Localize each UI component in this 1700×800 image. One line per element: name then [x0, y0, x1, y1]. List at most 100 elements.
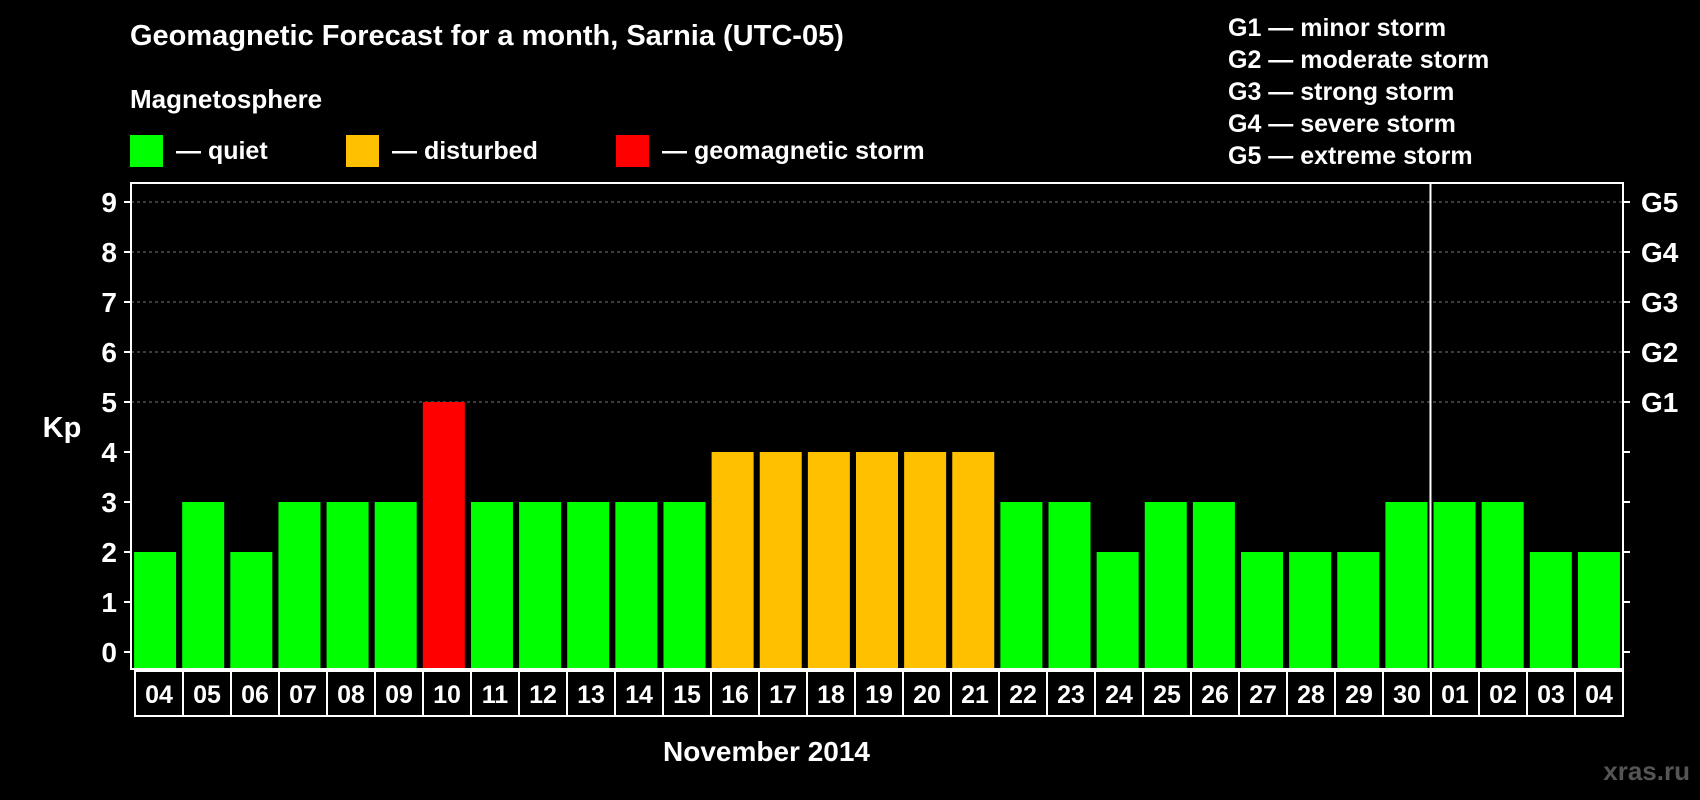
bar	[1481, 502, 1524, 669]
bar	[1529, 552, 1572, 669]
x-tick-label: 07	[289, 681, 317, 709]
legend-swatch-quiet	[130, 135, 163, 167]
storm-scale-g2: G2 — moderate storm	[1228, 46, 1490, 74]
g-scale-label: G5	[1641, 187, 1678, 218]
bar	[759, 452, 802, 669]
y-tick-label: 3	[101, 487, 117, 518]
bar	[1241, 552, 1284, 669]
x-tick-label: 28	[1297, 681, 1325, 709]
x-tick-label: 12	[529, 681, 557, 709]
x-tick-label: 30	[1393, 681, 1421, 709]
storm-scale-g5: G5 — extreme storm	[1228, 142, 1473, 170]
bar	[1577, 552, 1620, 669]
x-tick-label: 20	[913, 681, 941, 709]
bar	[904, 452, 947, 669]
bar	[230, 552, 273, 669]
storm-scale-g4: G4 — severe storm	[1228, 110, 1456, 138]
x-tick-label: 03	[1537, 681, 1565, 709]
g-scale-label: G4	[1641, 237, 1679, 268]
bar	[1096, 552, 1139, 669]
y-tick-label: 6	[101, 337, 117, 368]
x-tick-label: 17	[769, 681, 797, 709]
x-tick-label: 21	[961, 681, 989, 709]
x-axis-label: November 2014	[663, 736, 871, 767]
legend-swatch-storm	[616, 135, 649, 167]
x-tick-label: 23	[1057, 681, 1085, 709]
bar	[134, 552, 177, 669]
bar	[1337, 552, 1380, 669]
bar	[807, 452, 850, 669]
x-tick-label: 26	[1201, 681, 1229, 709]
bar	[615, 502, 658, 669]
x-label-row	[134, 670, 1624, 717]
bar	[1385, 502, 1428, 669]
storm-scale-g3: G3 — strong storm	[1228, 78, 1455, 106]
bar	[1048, 502, 1091, 669]
x-tick-label: 05	[193, 681, 221, 709]
storm-scale-legend: G1 — minor storm G2 — moderate storm G3 …	[1228, 12, 1489, 172]
x-tick-label: 11	[482, 681, 509, 709]
bar	[470, 502, 513, 669]
x-tick-label: 01	[1441, 681, 1469, 709]
x-tick-label: 25	[1153, 681, 1181, 709]
x-tick-label: 15	[673, 681, 701, 709]
x-tick-label: 06	[241, 681, 269, 709]
y-tick-label: 2	[101, 537, 117, 568]
x-tick-label: 08	[337, 681, 365, 709]
x-tick-label: 04	[145, 681, 173, 709]
bar	[856, 452, 898, 669]
y-tick-label: 8	[101, 237, 117, 268]
g-scale-label: G1	[1641, 387, 1678, 418]
g-scale-label: G2	[1641, 337, 1678, 368]
x-tick-label: 10	[433, 681, 461, 709]
bar	[326, 502, 369, 669]
bar	[374, 502, 417, 669]
bar	[1144, 502, 1187, 669]
x-tick-label: 24	[1105, 681, 1133, 709]
bar	[278, 502, 321, 669]
x-tick-label: 09	[385, 681, 413, 709]
y-tick-label: 7	[101, 287, 117, 318]
legend-heading: Magnetosphere	[130, 84, 323, 114]
y-axis-title: Kp	[43, 412, 82, 444]
bar	[711, 452, 754, 669]
legend-item-storm: — geomagnetic storm	[616, 135, 925, 167]
y-tick-label: 4	[101, 437, 117, 468]
x-tick-label: 22	[1009, 681, 1037, 709]
bar	[182, 502, 225, 669]
x-tick-label: 13	[577, 681, 605, 709]
bar	[952, 452, 995, 669]
bar	[663, 502, 706, 669]
bar	[567, 502, 610, 669]
x-tick-label: 16	[721, 681, 749, 709]
legend-item-quiet: — quiet	[130, 135, 268, 167]
y-tick-label: 1	[101, 587, 117, 618]
legend-label-storm: — geomagnetic storm	[662, 136, 925, 165]
storm-scale-g1: G1 — minor storm	[1228, 14, 1447, 42]
y-tick-label: 9	[101, 187, 117, 218]
bar	[1433, 502, 1476, 669]
x-tick-label: 19	[865, 681, 893, 709]
plot-frame	[130, 182, 1624, 670]
x-tick-label: 29	[1345, 681, 1373, 709]
x-tick-label: 27	[1249, 681, 1277, 709]
legend-label-disturbed: — disturbed	[392, 136, 538, 165]
bar	[519, 502, 562, 669]
x-tick-label: 04	[1585, 681, 1613, 709]
x-tick-label: 14	[625, 681, 653, 709]
bar	[1000, 502, 1043, 669]
legend-item-disturbed: — disturbed	[346, 135, 538, 167]
x-tick-label: 18	[817, 681, 845, 709]
bar	[1289, 552, 1332, 669]
x-tick-label: 02	[1489, 681, 1517, 709]
y-tick-label: 0	[101, 637, 117, 668]
g-scale-label: G3	[1641, 287, 1678, 318]
watermark: xras.ru	[1603, 756, 1690, 786]
y-tick-label: 5	[101, 387, 117, 418]
legend-label-quiet: — quiet	[176, 136, 268, 165]
bar	[422, 402, 465, 669]
chart-title: Geomagnetic Forecast for a month, Sarnia…	[130, 20, 844, 52]
legend-swatch-disturbed	[346, 135, 379, 167]
bar	[1192, 502, 1235, 669]
